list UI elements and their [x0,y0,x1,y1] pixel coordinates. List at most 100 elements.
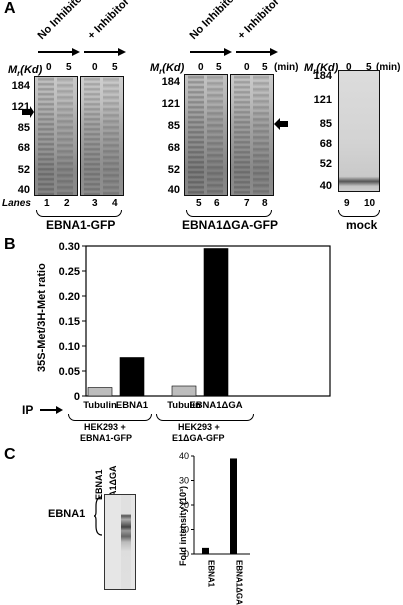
panel-c-band-label: EBNA1 [48,508,86,520]
panel-c-ytick-label: 0 [184,549,189,559]
gel1-header-plus-inhibitor: + Inhibitor [85,0,132,43]
gel3-mw-label: Mr(Kd) [304,62,339,77]
panel-c-gel [104,494,136,590]
gel3-tick-52: 52 [319,158,332,170]
gel2-tick-85: 85 [167,120,180,132]
panel-c-ytick-label: 20 [179,500,189,510]
gel1-time-0a: 0 [46,62,52,73]
panel-b-category-label: EBNA1 [116,400,149,411]
panel-b-bar [171,385,197,397]
panel-b-ytick-label: 0.10 [59,341,80,353]
panel-b-category-label: Tubulin [167,400,201,411]
gel1-lane-3: 3 [92,198,98,209]
gel1-lane-1: 1 [44,198,50,209]
gel1-tick-52: 52 [17,164,30,176]
gel1-lanes-label: Lanes [2,198,31,209]
gel2-tick-68: 68 [167,142,180,154]
gel2-lane-5: 5 [196,198,202,209]
gel2-name: EBNA1ΔGA-GFP [182,218,278,232]
panel-c-category-label: EBNA1ΔGA [235,560,244,605]
gel2-header-plus-inhibitor: + Inhibitor [235,0,282,43]
gel3-lane-10: 10 [364,198,376,209]
gel3-tick-121: 121 [313,94,332,106]
panel-b-ytick-label: 0 [74,391,80,403]
gel3-time-5: 5 [366,62,372,73]
gel3-name: mock [346,218,378,232]
gel2-brace [186,210,272,217]
gel3-tick-40: 40 [319,180,332,192]
panel-b-ytick-label: 0.15 [59,316,80,328]
gel2-header-no-inhibitor: No Inhibitor [187,0,240,43]
gel2-right-lanes [230,74,274,196]
panel-b-group2-line1: HEK293 + [178,422,220,432]
gel1-lane-4: 4 [112,198,118,209]
gel2-arrow-marker [274,118,288,130]
panel-c-bar [230,458,237,554]
gel1-name: EBNA1-GFP [46,218,116,232]
gel2-min-label: (min) [274,62,299,73]
panel-b-ip-label: IP [22,403,34,417]
gel1-arrow-marker [22,106,34,118]
gel1-brace [36,210,122,217]
gel3-brace [338,210,380,217]
panel-b-ip-arrow [40,406,63,414]
panel-b-letter: B [4,236,16,253]
gel1-tick-40: 40 [17,184,30,196]
gel3-time-0: 0 [346,62,352,73]
panel-b-ytick-label: 0.05 [59,366,80,378]
panel-b-ylabel: 35S-Met/3H-Met ratio [36,263,48,372]
panel-a-letter: A [4,0,16,17]
panel-c-bar-chart: 0 10 20 30 40 EBNA1 EBNA1ΔGA [179,451,250,605]
gel3-lanes [338,70,380,192]
panel-c-ytick-label: 30 [179,476,189,486]
gel2-left-lanes [184,74,228,196]
panel-b-bar [119,357,145,397]
panel-c-ytick-label: 10 [179,525,189,535]
gel3-tick-184: 184 [313,70,332,82]
panel-c-ylabel: Fold intensity (10³) [178,485,188,566]
gel2-lane-7: 7 [244,198,250,209]
panel-b-ytick-label: 0.20 [59,291,80,303]
gel2-tick-121: 121 [161,98,180,110]
panel-b-group2-line2: E1ΔGA-GFP [172,433,225,443]
gel1-header-no-inhibitor: No Inhibitor [35,0,88,43]
gel1-time-0b: 0 [92,62,98,73]
gel1-tick-68: 68 [17,142,30,154]
gel3-tick-68: 68 [319,138,332,150]
gel2-lane-6: 6 [214,198,220,209]
panel-c-bar [202,547,209,554]
gel1-tick-184: 184 [11,80,30,92]
gel3-min-label: (min) [376,62,401,73]
panel-b-bar [203,248,229,397]
panel-c-ytick-label: 40 [179,451,189,461]
panel-c-letter: C [4,446,16,463]
gel3-lane-9: 9 [344,198,350,209]
panel-c-category-label: EBNA1 [207,560,216,588]
gel1-tick-85: 85 [17,122,30,134]
gel2-time-5b: 5 [262,62,268,73]
gel3-tick-85: 85 [319,118,332,130]
panel-b-category-label: Tubulin [83,400,117,411]
panel-b-group1-line2: EBNA1-GFP [80,433,133,443]
panel-b-group2-brace [156,414,254,421]
gel1-mw-label: Mr(Kd) [8,64,43,79]
panel-b-group1-brace [68,414,152,421]
panel-b-group1-line1: HEK293 + [84,422,126,432]
gel1-right-lanes [80,76,124,196]
gel2-arrows [190,48,278,56]
panel-c-band-bracket [93,496,103,536]
panel-b-bar [87,387,113,397]
gel1-time-5a: 5 [66,62,72,73]
gel1-lane-2: 2 [64,198,70,209]
gel1-left-lanes [34,76,78,196]
gel2-time-0b: 0 [244,62,250,73]
gel2-tick-52: 52 [167,164,180,176]
gel2-tick-184: 184 [161,76,180,88]
gel2-tick-40: 40 [167,184,180,196]
panel-b-ytick-label: 0.30 [59,241,80,253]
gel2-mw-label: Mr(Kd) [150,62,185,77]
gel2-time-5a: 5 [216,62,222,73]
panel-b-ytick-label: 0.25 [59,266,80,278]
gel1-time-5b: 5 [112,62,118,73]
